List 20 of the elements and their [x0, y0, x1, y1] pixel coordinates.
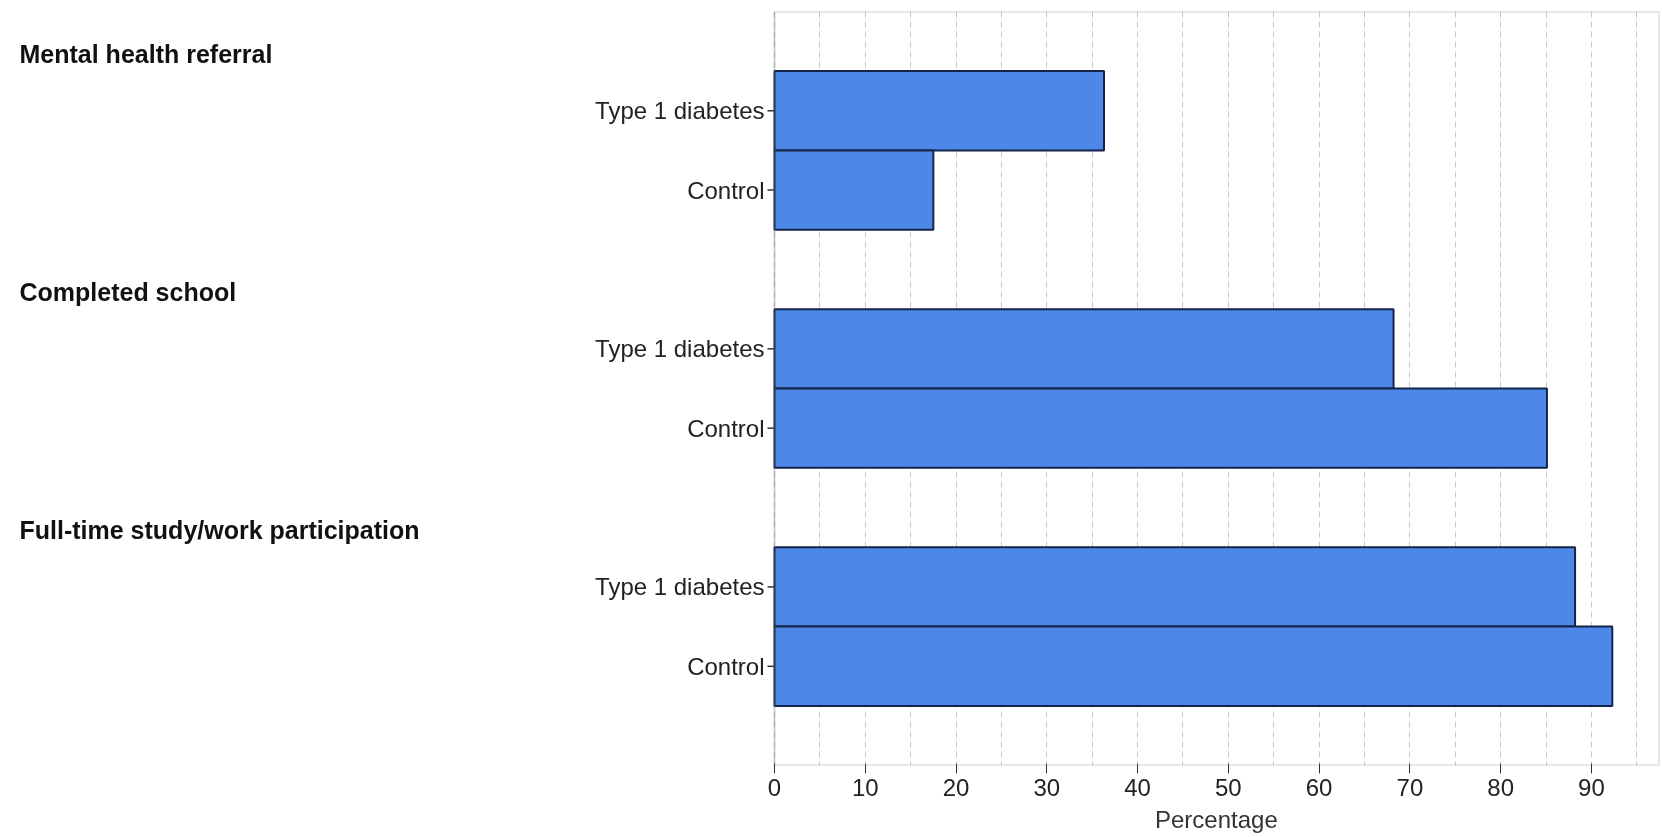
- x-tick-label: 10: [851, 773, 879, 801]
- text: Completed school: [19, 278, 237, 307]
- x-tick-label: 50: [1215, 773, 1242, 801]
- y-tick-label: Type 1 diabetes: [595, 573, 765, 601]
- x-tick-label: 80: [1487, 773, 1515, 801]
- x-tick-label: 70: [1396, 773, 1424, 801]
- x-tick-label: 60: [1305, 773, 1333, 801]
- y-tick-label: Type 1 diabetes: [595, 97, 765, 125]
- text: Full-time study/work participation: [19, 516, 420, 545]
- x-axis-title: Percentage: [1155, 805, 1278, 833]
- x-tick-label: 90: [1578, 773, 1605, 801]
- x-tick-label: 20: [942, 773, 970, 801]
- x-tick-label: 30: [1033, 773, 1061, 801]
- y-tick-label: Control: [687, 652, 765, 680]
- y-tick-label: Type 1 diabetes: [595, 335, 765, 363]
- y-tick-label: Control: [687, 176, 765, 204]
- x-tick-label: 40: [1124, 773, 1151, 801]
- x-tick-label: 0: [767, 773, 782, 801]
- text: Mental health referral: [19, 40, 273, 69]
- y-tick-label: Control: [687, 414, 765, 442]
